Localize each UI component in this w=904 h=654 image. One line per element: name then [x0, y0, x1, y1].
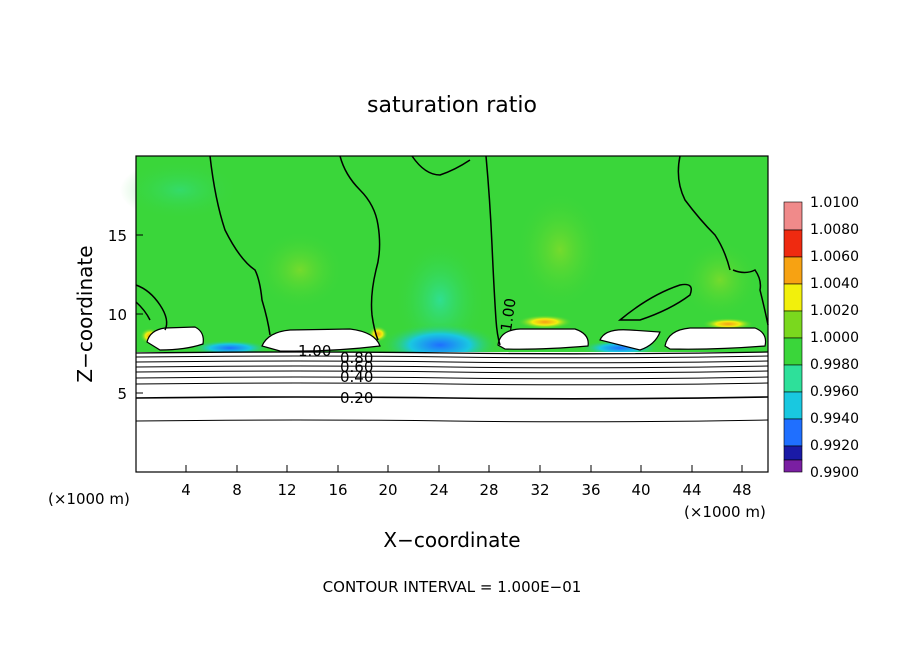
- contour-line: [339, 155, 381, 341]
- colorbar-label: 0.9900: [810, 465, 859, 481]
- contour-line: [135, 419, 769, 423]
- contour-line: [135, 284, 168, 331]
- colorbar-band: [783, 459, 803, 473]
- colorbar-label: 0.9920: [810, 438, 859, 454]
- cloud-region: [664, 327, 767, 350]
- x-tick-label: 40: [631, 481, 650, 499]
- x-tick-label: 8: [232, 481, 242, 499]
- colorbar-band: [783, 310, 803, 339]
- contour-line: [485, 155, 501, 346]
- field-light-region: [255, 230, 345, 310]
- contour-line: [677, 155, 731, 271]
- colorbar-label: 1.0060: [810, 249, 859, 265]
- colorbar-band: [783, 337, 803, 366]
- contour-label: 1.00: [298, 342, 331, 360]
- contour-line: [135, 355, 769, 359]
- contour-line: [135, 360, 769, 364]
- colorbar-label: 0.9980: [810, 357, 859, 373]
- colorbar-label: 1.0000: [810, 330, 859, 346]
- contour-interval-note: CONTOUR INTERVAL = 1.000E−01: [323, 578, 582, 596]
- contour-line: [411, 155, 471, 176]
- colorbar-band: [783, 418, 803, 447]
- cloud-region: [497, 328, 589, 350]
- x-axis-label: X−coordinate: [383, 528, 520, 552]
- colorbar-band: [783, 256, 803, 285]
- colorbar-band: [783, 364, 803, 393]
- y-tick-label: 15: [108, 227, 127, 245]
- field-light-region: [680, 240, 760, 320]
- colorbar-label: 1.0020: [810, 303, 859, 319]
- cloud-region: [261, 328, 381, 352]
- contour-line: [135, 396, 769, 400]
- contour-line: [135, 376, 769, 380]
- contour-lines-upper: [135, 155, 769, 346]
- cloud-region: [599, 329, 661, 351]
- contour-line: [135, 370, 769, 374]
- contour-line: [209, 155, 271, 336]
- contour-line: [135, 351, 769, 355]
- contour-line: [732, 269, 769, 326]
- contour-line: [135, 301, 151, 321]
- contour-labels: 1.00 1.00 0.80 0.60 0.40 0.20: [298, 297, 520, 407]
- contour-line: [617, 283, 692, 321]
- contour-label: 0.40: [340, 368, 373, 386]
- colorbar-band: [783, 445, 803, 461]
- x-tick-label: 28: [479, 481, 498, 499]
- colorbar-label: 1.0100: [810, 195, 859, 211]
- colorbar: 1.0100 1.0080 1.0060 1.0040 1.0020 1.000…: [783, 195, 859, 481]
- x-unit-left: (×1000 m): [48, 490, 130, 508]
- contour-lines-lower: [135, 351, 769, 423]
- x-axis: 4 8 12 16 20 24 28 32 36 40 44 48 (×1000…: [48, 465, 766, 552]
- y-tick-label: 5: [117, 385, 127, 403]
- chart-title: saturation ratio: [367, 93, 537, 118]
- x-tick-label: 4: [181, 481, 191, 499]
- colorbar-band: [783, 229, 803, 258]
- contour-label: 0.20: [340, 389, 373, 407]
- field-orange-region: [517, 315, 573, 329]
- x-tick-label: 32: [530, 481, 549, 499]
- x-tick-label: 24: [429, 481, 448, 499]
- contour-label: 0.60: [340, 358, 373, 376]
- x-unit-right: (×1000 m): [684, 503, 766, 521]
- x-tick-label: 20: [378, 481, 397, 499]
- x-tick-label: 16: [328, 481, 347, 499]
- x-tick-label: 36: [581, 481, 600, 499]
- contour-line: [135, 365, 769, 369]
- contour-label: 0.80: [340, 349, 373, 367]
- lower-region: [136, 352, 768, 472]
- y-axis: 5 10 15 Z−coordinate: [73, 227, 143, 403]
- y-axis-label: Z−coordinate: [73, 245, 97, 382]
- colorbar-band: [783, 283, 803, 312]
- y-tick-label: 10: [108, 306, 127, 324]
- field-light-region: [515, 190, 605, 310]
- cloud-regions: [146, 326, 767, 352]
- x-tick-label: 12: [277, 481, 296, 499]
- field-light-region: [120, 160, 240, 220]
- contour-line: [135, 382, 769, 386]
- x-tick-label: 44: [682, 481, 701, 499]
- colorbar-label: 1.0040: [810, 276, 859, 292]
- colorbar-label: 0.9960: [810, 384, 859, 400]
- x-ticks: [185, 465, 743, 472]
- colorbar-label: 0.9940: [810, 411, 859, 427]
- colorbar-label: 1.0080: [810, 222, 859, 238]
- cloud-region: [146, 326, 204, 351]
- colorbar-band: [783, 201, 803, 231]
- x-tick-label: 48: [732, 481, 751, 499]
- field-orange-region: [702, 318, 754, 330]
- contour-label: 1.00: [497, 297, 519, 333]
- colorbar-band: [783, 391, 803, 420]
